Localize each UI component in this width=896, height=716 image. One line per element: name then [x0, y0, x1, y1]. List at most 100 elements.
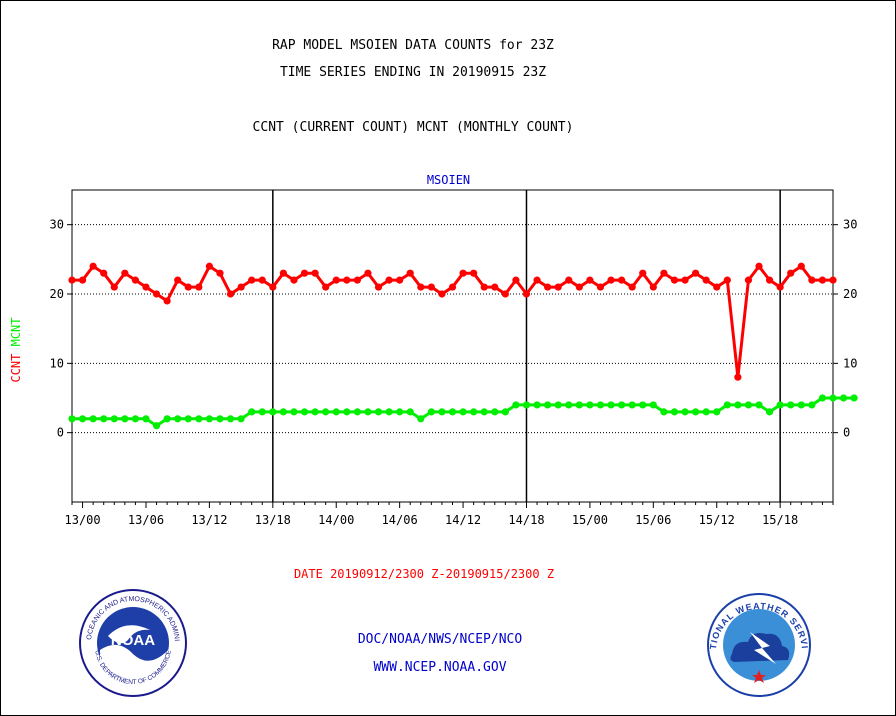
data-point-ccnt [596, 283, 605, 291]
data-point-mcnt [163, 415, 171, 423]
data-point-ccnt [713, 283, 721, 291]
data-point-mcnt [787, 401, 795, 409]
footer-org-link[interactable]: DOC/NOAA/NWS/NCEP/NCO [357, 632, 523, 647]
data-point-mcnt [269, 408, 277, 416]
y-tick-label-right: 0 [843, 426, 850, 440]
data-point-mcnt [121, 415, 129, 423]
x-tick-label: 13/00 [65, 513, 101, 527]
data-point-mcnt [470, 408, 478, 416]
data-point-ccnt [300, 269, 309, 277]
data-point-mcnt [195, 415, 203, 423]
data-point-ccnt [670, 276, 679, 284]
data-point-ccnt [237, 283, 245, 291]
data-point-mcnt [512, 401, 520, 409]
data-point-ccnt [89, 262, 97, 270]
data-point-mcnt [448, 408, 457, 416]
chart-title-line2: TIME SERIES ENDING IN 20190915 23Z [279, 65, 547, 80]
data-point-mcnt [100, 415, 108, 423]
data-point-ccnt [248, 276, 256, 284]
data-point-ccnt [385, 276, 393, 284]
y-tick-label-right: 30 [843, 218, 857, 232]
data-point-ccnt [554, 283, 562, 291]
data-point-mcnt [237, 415, 245, 423]
data-point-ccnt [829, 276, 837, 284]
chart-title-line1: RAP MODEL MSOIEN DATA COUNTS for 23Z [272, 38, 554, 53]
y-tick-label-left: 20 [50, 287, 64, 301]
data-point-ccnt [258, 276, 266, 284]
data-point-ccnt [734, 373, 742, 381]
data-point-mcnt [544, 401, 552, 409]
data-point-ccnt [649, 283, 657, 291]
data-point-mcnt [480, 408, 488, 416]
data-point-ccnt [174, 276, 182, 284]
data-point-ccnt [470, 269, 478, 277]
y-axis-label-mcnt: MCNT [9, 317, 23, 346]
data-point-mcnt [459, 408, 467, 416]
data-point-ccnt [226, 290, 235, 298]
data-point-ccnt [163, 297, 171, 305]
data-point-mcnt [501, 408, 509, 416]
data-point-mcnt [406, 408, 414, 416]
plot-border [71, 189, 834, 503]
data-point-mcnt [279, 408, 287, 416]
data-point-ccnt [290, 276, 298, 284]
data-point-mcnt [818, 394, 827, 402]
x-tick-label: 14/00 [318, 513, 354, 527]
data-point-ccnt [480, 283, 488, 291]
data-point-mcnt [364, 408, 372, 416]
data-point-ccnt [459, 269, 467, 277]
data-point-mcnt [723, 401, 731, 409]
data-point-mcnt [649, 401, 657, 409]
data-point-mcnt [216, 415, 224, 423]
data-point-ccnt [575, 283, 583, 291]
data-point-ccnt [216, 269, 224, 277]
data-point-ccnt [660, 269, 668, 277]
data-point-ccnt [205, 262, 214, 270]
data-point-mcnt [575, 401, 583, 409]
x-tick-label: 14/18 [508, 513, 544, 527]
data-point-mcnt [639, 401, 647, 409]
noaa-logo-icon: NOAA NATIONAL OCEANIC AND ATMOSPHERIC AD… [78, 588, 187, 697]
data-point-mcnt [670, 408, 679, 416]
footer-url-link[interactable]: WWW.NCEP.NOAA.GOV [373, 660, 507, 675]
data-point-mcnt [734, 401, 742, 409]
grid-layer [72, 224, 833, 434]
data-point-mcnt [808, 401, 816, 409]
data-point-ccnt [544, 283, 552, 291]
data-point-ccnt [100, 269, 108, 277]
data-point-mcnt [89, 415, 97, 423]
data-point-mcnt [522, 401, 531, 409]
data-point-ccnt [448, 283, 457, 291]
data-point-mcnt [343, 408, 351, 416]
data-point-ccnt [533, 276, 541, 284]
x-tick-label: 15/06 [635, 513, 671, 527]
y-tick-label-left: 30 [50, 218, 64, 232]
data-point-ccnt [607, 276, 615, 284]
data-point-mcnt [586, 401, 594, 409]
data-point-ccnt [152, 290, 161, 298]
data-point-mcnt [131, 415, 140, 423]
data-point-mcnt [174, 415, 182, 423]
data-point-ccnt [279, 269, 287, 277]
x-tick-label: 13/12 [191, 513, 227, 527]
data-point-mcnt [142, 415, 150, 423]
data-point-mcnt [797, 401, 805, 409]
data-point-mcnt [776, 401, 784, 409]
data-point-ccnt [322, 283, 330, 291]
data-point-mcnt [691, 408, 700, 416]
x-tick-label: 14/12 [445, 513, 481, 527]
y-tick-label-right: 20 [843, 287, 857, 301]
data-point-ccnt [142, 283, 150, 291]
data-point-mcnt [322, 408, 330, 416]
data-point-mcnt [78, 415, 87, 423]
data-point-mcnt [829, 394, 837, 402]
data-point-ccnt [808, 276, 816, 284]
y-tick-label-left: 10 [50, 356, 64, 370]
data-point-mcnt [755, 401, 763, 409]
data-point-ccnt [787, 269, 795, 277]
x-axis-date-label: DATE 20190912/2300 Z-20190915/2300 Z [294, 567, 554, 581]
data-point-ccnt [438, 290, 446, 298]
data-point-mcnt [417, 415, 425, 423]
data-point-mcnt [427, 408, 435, 416]
data-point-ccnt [184, 283, 192, 291]
